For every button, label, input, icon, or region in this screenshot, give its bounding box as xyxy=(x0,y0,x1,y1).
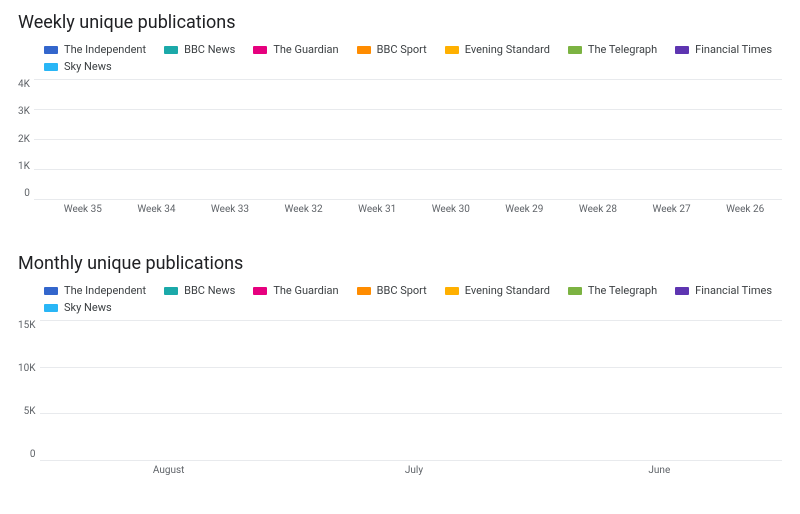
x-tick-label: Week 29 xyxy=(488,200,562,215)
y-tick-label: 1K xyxy=(18,161,30,172)
monthly-x-axis: AugustJulyJune xyxy=(46,461,782,476)
legend-item: Financial Times xyxy=(675,284,772,297)
legend-swatch xyxy=(44,304,58,312)
legend-item: BBC Sport xyxy=(357,43,427,56)
x-tick-label: Week 34 xyxy=(120,200,194,215)
legend-item: Financial Times xyxy=(675,43,772,56)
weekly-x-axis: Week 35Week 34Week 33Week 32Week 31Week … xyxy=(46,200,782,215)
weekly-plot xyxy=(34,79,782,200)
legend-item: Sky News xyxy=(44,60,112,73)
legend-label: BBC News xyxy=(184,43,235,56)
legend-item: BBC News xyxy=(164,284,235,297)
y-tick-label: 2K xyxy=(18,134,30,145)
x-tick-label: Week 33 xyxy=(193,200,267,215)
y-tick-label: 3K xyxy=(18,106,30,117)
weekly-y-axis: 4K 3K 2K 1K 0 xyxy=(18,79,34,199)
legend-item: Sky News xyxy=(44,301,112,314)
legend-item: BBC News xyxy=(164,43,235,56)
legend-item: The Telegraph xyxy=(568,43,657,56)
x-tick-label: Week 32 xyxy=(267,200,341,215)
legend-swatch xyxy=(445,46,459,54)
monthly-plot-wrap: 15K 10K 5K 0 xyxy=(18,320,782,461)
monthly-groups xyxy=(40,320,782,460)
legend-label: Financial Times xyxy=(695,43,772,56)
weekly-plot-wrap: 4K 3K 2K 1K 0 xyxy=(18,79,782,200)
legend-item: BBC Sport xyxy=(357,284,427,297)
legend-label: BBC News xyxy=(184,284,235,297)
monthly-chart: Monthly unique publications The Independ… xyxy=(0,241,800,488)
legend-label: BBC Sport xyxy=(377,284,427,297)
legend-label: The Guardian xyxy=(273,284,338,297)
legend-swatch xyxy=(357,46,371,54)
legend-swatch xyxy=(568,287,582,295)
y-tick-label: 4K xyxy=(18,79,30,90)
weekly-legend: The Independent BBC News The Guardian BBC S… xyxy=(44,43,782,73)
legend-label: Sky News xyxy=(64,301,112,314)
legend-swatch xyxy=(357,287,371,295)
y-tick-label: 0 xyxy=(18,188,30,199)
monthly-plot xyxy=(40,320,782,461)
legend-swatch xyxy=(44,63,58,71)
legend-item: The Telegraph xyxy=(568,284,657,297)
legend-item: Evening Standard xyxy=(445,284,550,297)
x-tick-label: Week 35 xyxy=(46,200,120,215)
y-tick-label: 15K xyxy=(18,320,36,331)
legend-label: The Guardian xyxy=(273,43,338,56)
x-tick-label: Week 26 xyxy=(708,200,782,215)
legend-label: The Telegraph xyxy=(588,43,657,56)
legend-swatch xyxy=(445,287,459,295)
legend-item: The Independent xyxy=(44,43,146,56)
legend-label: The Independent xyxy=(64,284,146,297)
x-tick-label: August xyxy=(46,461,291,476)
weekly-chart: Weekly unique publications The Independe… xyxy=(0,0,800,227)
legend-label: The Independent xyxy=(64,43,146,56)
legend-swatch xyxy=(675,46,689,54)
legend-swatch xyxy=(44,287,58,295)
legend-item: The Independent xyxy=(44,284,146,297)
legend-label: The Telegraph xyxy=(588,284,657,297)
legend-label: Sky News xyxy=(64,60,112,73)
x-tick-label: June xyxy=(537,461,782,476)
y-tick-label: 0 xyxy=(18,449,36,460)
legend-swatch xyxy=(44,46,58,54)
legend-item: The Guardian xyxy=(253,284,338,297)
monthly-chart-title: Monthly unique publications xyxy=(18,253,782,274)
legend-label: Financial Times xyxy=(695,284,772,297)
legend-item: The Guardian xyxy=(253,43,338,56)
legend-label: Evening Standard xyxy=(465,284,550,297)
monthly-legend: The Independent BBC News The Guardian BBC S… xyxy=(44,284,782,314)
x-tick-label: Week 30 xyxy=(414,200,488,215)
x-tick-label: Week 28 xyxy=(561,200,635,215)
y-tick-label: 5K xyxy=(18,406,36,417)
x-tick-label: Week 27 xyxy=(635,200,709,215)
legend-swatch xyxy=(675,287,689,295)
legend-swatch xyxy=(253,46,267,54)
legend-swatch xyxy=(253,287,267,295)
y-tick-label: 10K xyxy=(18,363,36,374)
legend-swatch xyxy=(568,46,582,54)
legend-item: Evening Standard xyxy=(445,43,550,56)
monthly-y-axis: 15K 10K 5K 0 xyxy=(18,320,40,460)
legend-label: Evening Standard xyxy=(465,43,550,56)
x-tick-label: Week 31 xyxy=(340,200,414,215)
legend-label: BBC Sport xyxy=(377,43,427,56)
legend-swatch xyxy=(164,287,178,295)
weekly-chart-title: Weekly unique publications xyxy=(18,12,782,33)
legend-swatch xyxy=(164,46,178,54)
x-tick-label: July xyxy=(291,461,536,476)
